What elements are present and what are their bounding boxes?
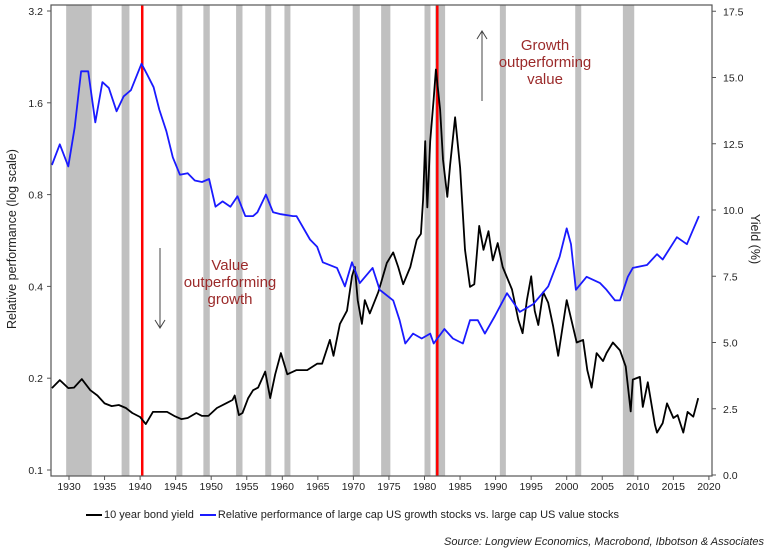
x-tick-label: 1970 — [342, 481, 366, 493]
series-line-bond-yield — [51, 68, 700, 434]
x-tick-label: 1955 — [235, 481, 259, 493]
x-tick-label: 1995 — [519, 481, 543, 493]
annotation-line: outperforming — [498, 54, 592, 71]
annotation-line: Growth — [520, 37, 570, 54]
y-right-tick-label: 0.0 — [723, 470, 738, 482]
up-arrow-head-icon — [476, 30, 488, 40]
legend-swatch-black — [86, 514, 102, 516]
recession-band — [121, 5, 130, 476]
annotation-growth-outperforming: Growth outperforming value — [490, 37, 600, 88]
x-tick-label: 1980 — [413, 481, 437, 493]
recession-band — [265, 5, 272, 476]
y-axis-right: 17.5 15.0 12.5 10.0 7.5 5.0 2.5 0.0 — [712, 6, 744, 482]
legend-swatch-blue — [199, 514, 216, 516]
y-right-tick-label: 10.0 — [723, 205, 744, 217]
annotation-value-outperforming: Value outperforming growth — [175, 257, 285, 308]
legend-label: 10 year bond yield — [104, 509, 194, 521]
y-left-tick-label: 0.1 — [28, 465, 43, 477]
annotation-line: outperforming — [183, 274, 277, 291]
y-left-tick-label: 0.2 — [28, 373, 43, 385]
x-tick-label: 1965 — [306, 481, 330, 493]
recession-band — [575, 5, 582, 476]
y-axis-left-label: Relative performance (log scale) — [5, 149, 19, 329]
recession-band — [622, 5, 635, 476]
x-tick-label: 1990 — [484, 481, 508, 493]
x-tick-label: 1935 — [93, 481, 117, 493]
recession-band — [352, 5, 360, 476]
x-tick-label: 1950 — [200, 481, 224, 493]
x-axis: 1930 1935 1940 1945 1950 1955 1960 1965 1970 1975… — [57, 476, 721, 493]
legend-item-bond-yield: 10 year bond yield — [86, 509, 194, 521]
recession-band — [381, 5, 391, 476]
recession-band — [284, 5, 291, 476]
y-right-tick-label: 5.0 — [723, 338, 738, 350]
recession-band — [203, 5, 210, 476]
x-tick-label: 2000 — [555, 481, 579, 493]
recession-band — [236, 5, 243, 476]
recession-band — [435, 5, 446, 476]
x-tick-label: 2005 — [591, 481, 615, 493]
y-left-tick-label: 0.4 — [28, 281, 43, 293]
recession-band — [499, 5, 506, 476]
y-left-tick-label: 3.2 — [28, 6, 43, 18]
down-arrow-head-icon — [154, 319, 166, 329]
recession-band — [424, 5, 431, 476]
x-tick-label: 1975 — [377, 481, 401, 493]
y-axis-left: 3.2 1.6 0.8 0.4 0.2 0.1 — [28, 6, 51, 477]
x-tick-label: 1985 — [448, 481, 472, 493]
y-right-tick-label: 7.5 — [723, 271, 738, 283]
recession-band — [176, 5, 183, 476]
y-axis-right-label: Yield (%) — [748, 213, 762, 265]
y-right-tick-label: 12.5 — [723, 139, 744, 151]
legend: 10 year bond yield Relative performance … — [86, 509, 625, 521]
x-tick-label: 1940 — [128, 481, 152, 493]
x-tick-label: 2010 — [626, 481, 650, 493]
x-tick-label: 2015 — [662, 481, 686, 493]
y-right-tick-label: 17.5 — [723, 6, 744, 18]
y-left-tick-label: 1.6 — [28, 98, 43, 110]
y-left-tick-label: 0.8 — [28, 190, 43, 202]
annotation-line: Value — [211, 257, 249, 274]
series-lines — [51, 62, 700, 434]
annotation-arrows — [154, 30, 488, 329]
y-right-tick-label: 2.5 — [723, 404, 738, 416]
plot-frame — [50, 4, 713, 477]
source-note: Source: Longview Economics, Macrobond, I… — [444, 536, 764, 548]
legend-label: Relative performance of large cap US gro… — [217, 509, 619, 521]
x-tick-label: 1960 — [271, 481, 295, 493]
y-right-tick-label: 15.0 — [723, 73, 744, 85]
legend-item-relative-performance: Relative performance of large cap US gro… — [199, 509, 619, 521]
x-tick-label: 1930 — [57, 481, 81, 493]
x-tick-label: 1945 — [164, 481, 188, 493]
series-line-relative-performance — [51, 62, 700, 345]
annotation-line: value — [527, 71, 563, 88]
x-tick-label: 2020 — [697, 481, 721, 493]
annotation-line: growth — [207, 291, 253, 308]
